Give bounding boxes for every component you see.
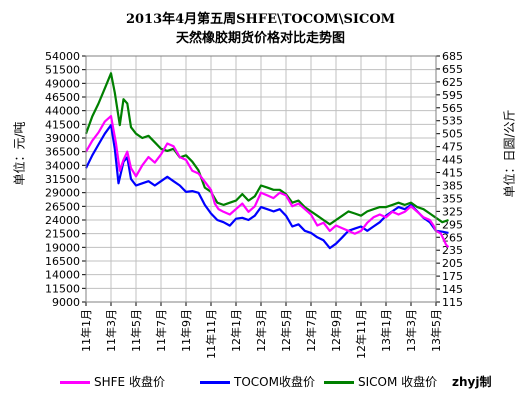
legend-swatch-sicom — [324, 381, 354, 384]
tick-label-left: 16500 — [45, 255, 80, 268]
tick-label-left: 24000 — [45, 214, 80, 227]
legend-item-tocom: TOCOM收盘价 — [200, 373, 315, 390]
tick-label-x: 12年11月 — [354, 309, 368, 359]
plot-frame — [85, 55, 437, 303]
grid-lines — [85, 55, 437, 303]
series-line-shfe — [84, 72, 449, 226]
tick-label-right: 205 — [442, 257, 463, 270]
legend: SHFE 收盘价 TOCOM收盘价 SICOM 收盘价 — [60, 371, 510, 391]
tick-label-left: 54000 — [45, 50, 80, 63]
tick-label-x: 11年7月 — [154, 309, 168, 352]
tick-label-right: 325 — [442, 205, 463, 218]
tick-label-x: 13年3月 — [404, 309, 418, 352]
tick-label-left: 44000 — [45, 105, 80, 118]
y-axis-left: 5400051500490004650044000415003900036500… — [45, 50, 86, 309]
x-axis: 11年1月 11年3月 11年5月 11年7月 11年9月 11年11月 12年1月 12年3… — [79, 302, 443, 359]
series-line-tocom — [85, 115, 450, 249]
tick-label-left: 39000 — [45, 132, 80, 145]
tick-label-left: 41500 — [45, 118, 80, 131]
legend-label-tocom: TOCOM收盘价 — [234, 375, 315, 389]
tick-label-right: 145 — [442, 283, 463, 296]
author-label: zhyj制 — [452, 375, 492, 389]
tick-label-x: 13年5月 — [429, 309, 443, 352]
tick-label-left: 51500 — [45, 64, 80, 77]
tick-label-right: 385 — [442, 179, 463, 192]
tick-label-x: 11年5月 — [129, 309, 143, 352]
tick-label-x: 11年9月 — [179, 309, 193, 352]
tick-label-x: 13年1月 — [379, 309, 393, 352]
tick-label-x: 11年1月 — [79, 309, 93, 352]
legend-swatch-shfe — [60, 381, 90, 384]
legend-label-shfe: SHFE 收盘价 — [94, 375, 165, 389]
tick-label-left: 21500 — [45, 228, 80, 241]
tick-label-right: 595 — [442, 89, 463, 102]
legend-swatch-tocom — [200, 381, 230, 384]
tick-label-x: 12年7月 — [304, 309, 318, 352]
tick-label-left: 19000 — [45, 241, 80, 254]
tick-label-right: 655 — [442, 63, 463, 76]
tick-label-x: 12年3月 — [254, 309, 268, 352]
tick-label-left: 29000 — [45, 187, 80, 200]
tick-label-right: 535 — [442, 115, 463, 128]
tick-label-x: 12年1月 — [229, 309, 243, 352]
tick-label-right: 235 — [442, 244, 463, 257]
tick-label-left: 26500 — [45, 200, 80, 213]
legend-item-sicom: SICOM 收盘价 — [324, 373, 437, 390]
tick-label-right: 115 — [442, 296, 463, 309]
legend-label-sicom: SICOM 收盘价 — [358, 375, 438, 389]
tick-label-right: 625 — [442, 76, 463, 89]
series-lines — [84, 72, 450, 250]
tick-label-right: 505 — [442, 128, 463, 141]
tick-label-right: 355 — [442, 192, 463, 205]
tick-label-left: 36500 — [45, 146, 80, 159]
series-line-sicom — [85, 124, 449, 250]
tick-label-left: 46500 — [45, 91, 80, 104]
legend-item-shfe: SHFE 收盘价 — [60, 373, 165, 390]
tick-label-right: 415 — [442, 167, 463, 180]
tick-label-right: 445 — [442, 154, 463, 167]
tick-label-left: 11500 — [45, 282, 80, 295]
tick-label-left: 14000 — [45, 269, 80, 282]
chart-subtitle: 天然橡胶期货价格对比走势图 — [175, 31, 345, 46]
tick-label-left: 49000 — [45, 77, 80, 90]
tick-label-right: 565 — [442, 102, 463, 115]
tick-label-left: 34000 — [45, 159, 80, 172]
tick-label-x: 11年3月 — [104, 309, 118, 352]
tick-label-right: 175 — [442, 270, 463, 283]
tick-label-left: 9000 — [52, 296, 80, 309]
tick-label-x: 12年9月 — [329, 309, 343, 352]
tick-label-right: 475 — [442, 141, 463, 154]
tick-label-x: 12年5月 — [279, 309, 293, 352]
chart-title: 2013年4月第五周SHFE\TOCOM\SICOM — [125, 12, 396, 27]
tick-label-left: 31500 — [45, 173, 80, 186]
tick-label-right: 685 — [442, 50, 463, 63]
tick-label-right: 265 — [442, 231, 463, 244]
tick-label-x: 11年11月 — [204, 309, 218, 359]
